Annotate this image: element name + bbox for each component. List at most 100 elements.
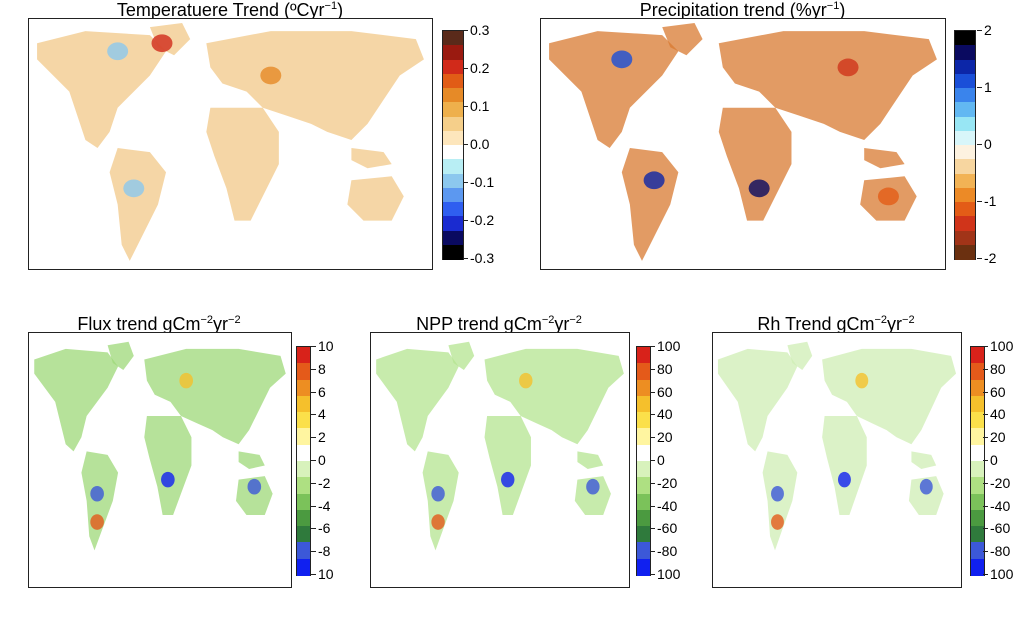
- south-america-region: [109, 148, 167, 261]
- colorbar-tick-label: 0: [990, 452, 998, 468]
- colorbar-tick-mark: [650, 505, 655, 507]
- colorbar-segment: [443, 45, 463, 61]
- precipitation-colorbar: [954, 30, 976, 260]
- colorbar-tick-label: 80: [657, 360, 673, 377]
- colorbar-tick-label: -2: [318, 474, 331, 491]
- colorbar-tick-mark: [311, 551, 316, 553]
- colorbar-tick-mark: [983, 391, 988, 393]
- eurasia-region: [718, 31, 937, 140]
- colorbar-segment: [955, 31, 975, 46]
- colorbar-segment: [297, 542, 310, 560]
- colorbar-tick-mark: [650, 391, 655, 393]
- australia-region: [574, 476, 611, 515]
- colorbar-segment: [443, 116, 463, 132]
- title-text: Precipitation trend (%yr: [639, 0, 827, 20]
- title-end: ): [839, 0, 846, 20]
- colorbar-tick-mark: [463, 68, 468, 69]
- colorbar-segment: [297, 379, 310, 397]
- colorbar-segment: [297, 509, 310, 527]
- temperature-trend-title: Temperatuere Trend (ºCyr−1): [30, 0, 430, 21]
- colorbar-tick-mark: [650, 414, 655, 416]
- colorbar-segment: [297, 444, 310, 462]
- npp-colorbar: [636, 346, 651, 576]
- colorbar-tick-mark: [311, 528, 316, 530]
- greenland-region: [448, 341, 475, 371]
- colorbar-tick-label: 100: [990, 338, 1014, 354]
- trend-hotspot: [161, 471, 175, 488]
- title-text: Rh Trend gCm: [757, 314, 875, 334]
- colorbar-segment: [443, 145, 463, 160]
- north-america-region: [37, 31, 167, 149]
- title-mid: yr: [213, 314, 229, 334]
- colorbar-tick-label: -6: [318, 520, 331, 537]
- colorbar-segment: [971, 542, 984, 560]
- colorbar-tick-label: 40: [990, 406, 1006, 423]
- trend-hotspot: [877, 187, 899, 206]
- colorbar-segment: [637, 428, 650, 446]
- colorbar-segment: [637, 493, 650, 511]
- colorbar-tick-label: 2: [984, 22, 992, 38]
- colorbar-tick-mark: [977, 144, 982, 145]
- colorbar-tick-mark: [983, 368, 988, 370]
- flux-colorbar: [296, 346, 311, 576]
- colorbar-segment: [971, 461, 984, 478]
- colorbar-tick-label: -2: [984, 250, 997, 266]
- colorbar-tick-mark: [650, 368, 655, 370]
- colorbar-tick-mark: [311, 460, 316, 461]
- title-text: Flux trend gCm: [77, 314, 201, 334]
- trend-hotspot: [837, 58, 859, 77]
- trend-hotspot: [247, 478, 262, 495]
- colorbar-segment: [971, 493, 984, 511]
- precipitation-trend-title: Precipitation trend (%yr−1): [540, 0, 945, 21]
- eurasia-region: [144, 348, 286, 445]
- trend-hotspot: [90, 514, 104, 530]
- colorbar-tick-mark: [463, 258, 468, 259]
- colorbar-tick-label: 60: [657, 383, 673, 400]
- colorbar-segment: [443, 130, 463, 146]
- colorbar-tick-label: 20: [657, 429, 673, 446]
- colorbar-tick-label: -60: [657, 520, 678, 537]
- colorbar-tick-label: -80: [990, 543, 1011, 560]
- colorbar-tick-label: 0.3: [470, 22, 490, 38]
- south-america-region: [621, 148, 679, 261]
- npp-map: [370, 332, 630, 588]
- trend-hotspot: [771, 486, 784, 502]
- eurasia-region: [822, 348, 957, 445]
- title-superscript: −2: [874, 314, 888, 326]
- colorbar-tick-label: 10: [318, 566, 334, 582]
- colorbar-tick-label: 0: [318, 452, 326, 468]
- colorbar-tick-label: 4: [318, 406, 326, 423]
- colorbar-tick-mark: [311, 574, 316, 575]
- precipitation-map-svg: [549, 23, 937, 261]
- australia-region: [908, 476, 944, 515]
- colorbar-segment: [297, 461, 310, 478]
- colorbar-tick-label: 20: [990, 429, 1006, 446]
- colorbar-segment: [297, 347, 310, 364]
- colorbar-tick-label: 10: [318, 338, 334, 354]
- colorbar-tick-mark: [977, 258, 982, 259]
- colorbar-segment: [971, 379, 984, 397]
- colorbar-segment: [443, 159, 463, 175]
- africa-region: [206, 107, 279, 221]
- southeast-asia-region: [577, 451, 604, 470]
- colorbar-segment: [637, 363, 650, 381]
- colorbar-tick-mark: [311, 437, 316, 439]
- colorbar-segment: [637, 379, 650, 397]
- southeast-asia-region: [351, 148, 392, 169]
- colorbar-segment: [955, 59, 975, 75]
- colorbar-segment: [971, 363, 984, 381]
- rh-colorbar: [970, 346, 985, 576]
- colorbar-segment: [971, 477, 984, 495]
- trend-hotspot: [90, 486, 104, 502]
- colorbar-segment: [955, 230, 975, 246]
- eurasia-region: [484, 348, 624, 445]
- colorbar-segment: [971, 526, 984, 544]
- australia-region: [347, 176, 404, 221]
- colorbar-segment: [955, 244, 975, 260]
- colorbar-tick-mark: [983, 528, 988, 530]
- colorbar-segment: [637, 412, 650, 430]
- colorbar-tick-label: 1: [984, 79, 992, 95]
- title-superscript: −2: [200, 314, 214, 326]
- rh-trend-title: Rh Trend gCm−2yr−2: [712, 314, 960, 335]
- colorbar-segment: [443, 59, 463, 75]
